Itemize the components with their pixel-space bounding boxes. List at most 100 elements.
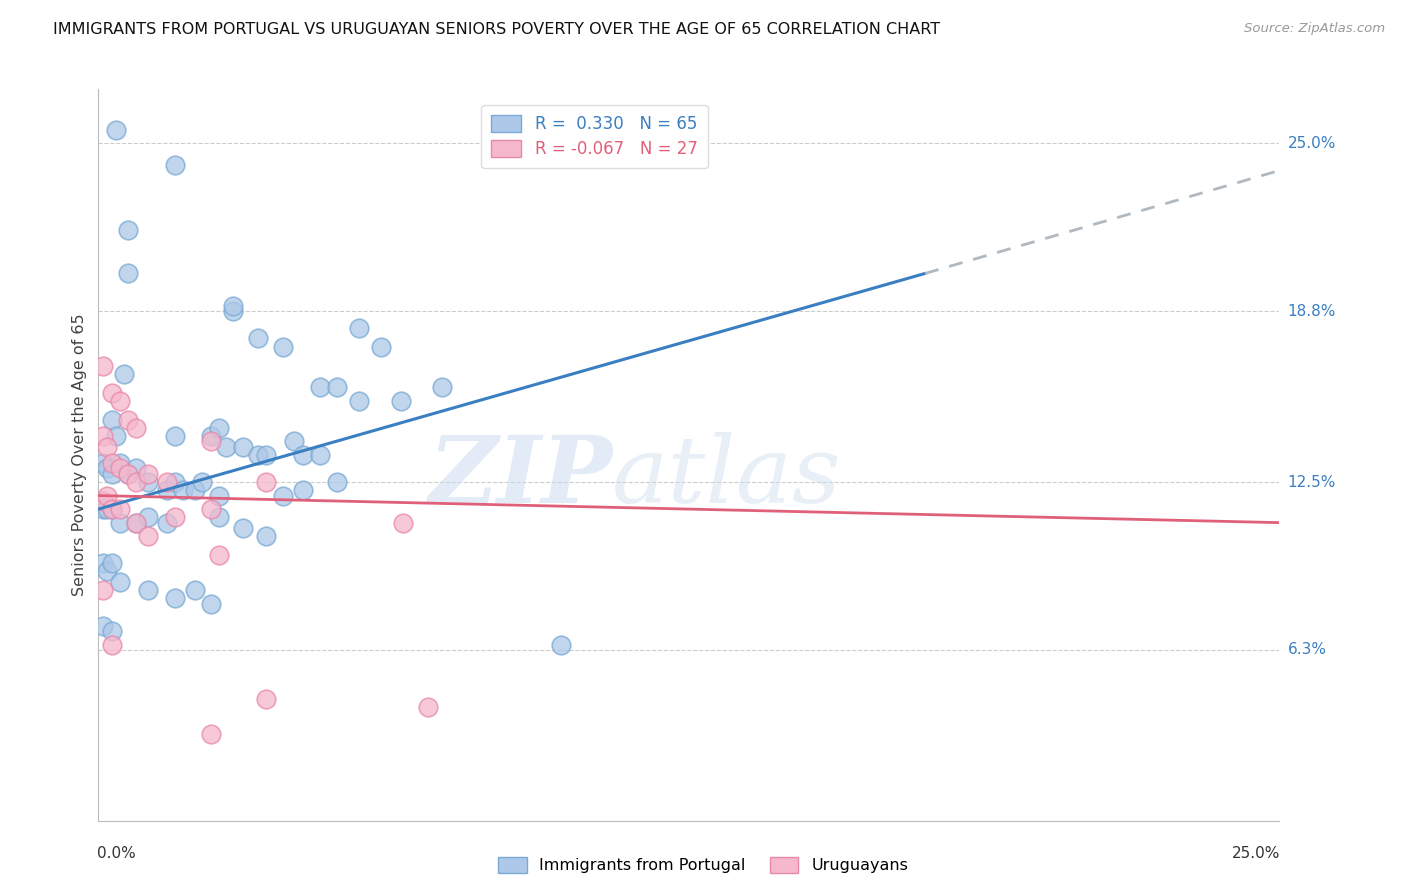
Point [125, 516, 148, 530]
Point [254, 691, 277, 706]
Point [254, 529, 277, 543]
Point [215, 440, 238, 454]
Text: 12.5%: 12.5% [1288, 475, 1336, 490]
Point [231, 440, 253, 454]
Point [105, 123, 128, 137]
Y-axis label: Seniors Poverty Over the Age of 65: Seniors Poverty Over the Age of 65 [72, 314, 87, 596]
Point [163, 429, 186, 443]
Point [105, 429, 128, 443]
Point [247, 331, 270, 345]
Point [108, 461, 131, 475]
Point [136, 510, 159, 524]
Point [125, 475, 148, 489]
Point [108, 516, 131, 530]
Point [163, 158, 186, 172]
Point [309, 448, 332, 462]
Text: Source: ZipAtlas.com: Source: ZipAtlas.com [1244, 22, 1385, 36]
Point [432, 380, 454, 394]
Text: 0.0%: 0.0% [97, 847, 136, 862]
Text: IMMIGRANTS FROM PORTUGAL VS URUGUAYAN SENIORS POVERTY OVER THE AGE OF 65 CORRELA: IMMIGRANTS FROM PORTUGAL VS URUGUAYAN SE… [53, 22, 941, 37]
Point [91, 494, 114, 508]
Point [291, 483, 314, 497]
Point [370, 340, 392, 354]
Legend: R =  0.330   N = 65, R = -0.067   N = 27: R = 0.330 N = 65, R = -0.067 N = 27 [481, 105, 707, 168]
Point [108, 456, 131, 470]
Point [136, 467, 159, 481]
Point [326, 475, 349, 489]
Point [156, 483, 179, 497]
Point [291, 448, 314, 462]
Point [200, 597, 222, 611]
Point [208, 421, 231, 435]
Point [283, 434, 305, 449]
Point [125, 421, 148, 435]
Text: ZIP: ZIP [427, 432, 612, 522]
Point [347, 393, 370, 408]
Point [172, 483, 194, 497]
Point [96, 489, 118, 503]
Point [247, 448, 270, 462]
Point [117, 467, 139, 481]
Point [254, 448, 277, 462]
Point [136, 475, 159, 489]
Point [108, 393, 131, 408]
Point [91, 456, 114, 470]
Point [100, 638, 122, 652]
Point [125, 516, 148, 530]
Point [208, 489, 231, 503]
Point [100, 413, 122, 427]
Point [222, 299, 245, 313]
Point [200, 434, 222, 449]
Point [136, 583, 159, 598]
Point [100, 385, 122, 400]
Point [200, 502, 222, 516]
Point [91, 556, 114, 570]
Text: 25.0%: 25.0% [1288, 136, 1336, 151]
Point [117, 413, 139, 427]
Text: 25.0%: 25.0% [1232, 847, 1281, 862]
Point [271, 340, 294, 354]
Point [347, 320, 370, 334]
Point [100, 502, 122, 516]
Point [184, 583, 207, 598]
Point [91, 583, 114, 598]
Point [254, 475, 277, 489]
Point [117, 267, 139, 281]
Point [309, 380, 332, 394]
Point [91, 618, 114, 632]
Point [96, 565, 118, 579]
Point [100, 456, 122, 470]
Point [136, 529, 159, 543]
Point [550, 638, 572, 652]
Point [91, 359, 114, 373]
Point [271, 489, 294, 503]
Point [208, 548, 231, 562]
Point [200, 727, 222, 741]
Point [96, 440, 118, 454]
Point [117, 223, 139, 237]
Legend: Immigrants from Portugal, Uruguayans: Immigrants from Portugal, Uruguayans [492, 850, 914, 880]
Text: atlas: atlas [612, 432, 842, 522]
Point [100, 502, 122, 516]
Text: 18.8%: 18.8% [1288, 304, 1336, 318]
Point [156, 516, 179, 530]
Point [163, 591, 186, 606]
Point [100, 556, 122, 570]
Point [163, 510, 186, 524]
Point [326, 380, 349, 394]
Point [191, 475, 214, 489]
Point [208, 510, 231, 524]
Text: 6.3%: 6.3% [1288, 642, 1327, 657]
Point [200, 429, 222, 443]
Point [117, 467, 139, 481]
Point [91, 502, 114, 516]
Point [91, 429, 114, 443]
Point [184, 483, 207, 497]
Point [100, 467, 122, 481]
Point [112, 367, 135, 381]
Point [222, 304, 245, 318]
Point [108, 502, 131, 516]
Point [96, 461, 118, 475]
Point [389, 393, 412, 408]
Point [231, 521, 253, 535]
